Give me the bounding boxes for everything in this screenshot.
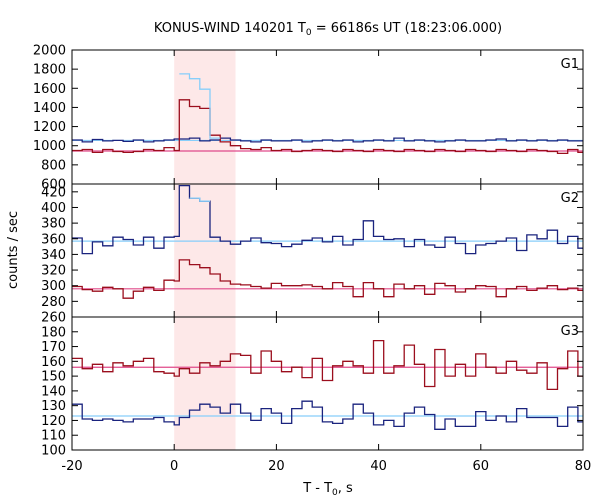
y-axis-label: counts / sec [6, 211, 21, 289]
y-tick-label: 2000 [33, 44, 66, 59]
y-tick-label: 1000 [33, 139, 66, 154]
y-tick-label: 1600 [33, 82, 66, 97]
panel-label: G2 [561, 191, 579, 206]
y-tick-label: 120 [41, 414, 66, 429]
y-tick-label: 260 [41, 311, 66, 326]
y-tick-label: 130 [41, 399, 66, 414]
panel-label: G3 [561, 324, 579, 339]
panel-frame [71, 316, 584, 451]
panel-g1: 600 800 1000 1200 1400 1600 1800 2000 G1 [33, 44, 584, 193]
y-tick-label: 600 [41, 178, 66, 193]
lightcurve-series-2 [189, 197, 210, 202]
y-tick-label: 180 [41, 325, 66, 340]
x-tick-label: 0 [170, 459, 178, 474]
x-axis-label: T - T0, s [302, 481, 353, 498]
burst-interval-highlight [174, 50, 236, 450]
x-tick-label: 40 [370, 459, 387, 474]
lightcurve-series-0 [72, 184, 583, 255]
y-tick-label: 1400 [33, 101, 66, 116]
y-tick-label: 140 [41, 384, 66, 399]
y-tick-label: 360 [41, 232, 66, 247]
y-tick-label: 420 [41, 185, 66, 200]
lightcurve-series-1 [72, 259, 583, 299]
y-tick-label: 1200 [33, 120, 66, 135]
panel-frame [71, 49, 584, 185]
lightcurve-series-0 [72, 339, 583, 391]
y-tick-label: 280 [41, 295, 66, 310]
y-tick-label: 400 [41, 201, 66, 216]
lightcurve-series-1 [72, 99, 583, 155]
x-tick-label: 60 [473, 459, 490, 474]
y-tick-label: 340 [41, 248, 66, 263]
y-tick-label: 110 [41, 429, 66, 444]
chart-title: KONUS-WIND 140201 T0 = 66186s UT (18:23:… [154, 21, 502, 38]
x-tick-label: 20 [268, 459, 285, 474]
x-tick-label: 80 [575, 459, 592, 474]
plot-area: 600800100012001400160018002000G126028030… [33, 44, 591, 475]
panel-label: G1 [561, 57, 579, 72]
x-tick-label: -20 [61, 459, 82, 474]
lightcurve-series-2 [179, 73, 221, 139]
y-tick-label: 1800 [33, 63, 66, 78]
y-tick-label: 100 [41, 444, 66, 459]
lightcurve-series-1 [72, 400, 583, 430]
y-tick-label: 150 [41, 370, 66, 385]
y-tick-label: 170 [41, 340, 66, 355]
y-tick-label: 380 [41, 217, 66, 232]
y-tick-label: 800 [41, 158, 66, 173]
lightcurve-series-0 [72, 137, 583, 143]
y-tick-label: 160 [41, 355, 66, 370]
y-tick-label: 320 [41, 264, 66, 279]
y-tick-label: 300 [41, 279, 66, 294]
